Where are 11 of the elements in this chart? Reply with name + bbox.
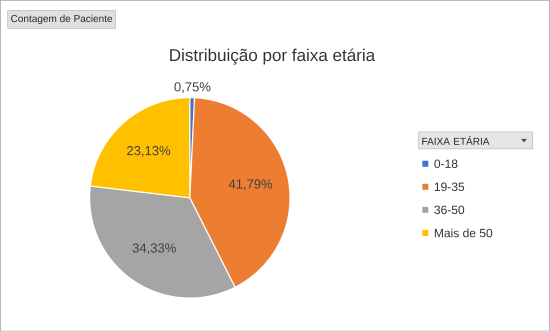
data-label: 0,75%: [174, 82, 210, 94]
chart-title: Distribuição por faixa etária: [170, 48, 376, 65]
data-label: 23,13%: [127, 146, 170, 158]
data-label: 41,79%: [228, 180, 272, 190]
legend-label: Mais de 50: [434, 228, 492, 238]
legend-label: 0-18: [434, 160, 458, 168]
legend-label: 36-50: [434, 206, 464, 214]
legend-label: 19-35: [434, 182, 464, 192]
legend-title: FAIXA ETÁRIA: [422, 136, 490, 145]
data-label: 34,33%: [132, 244, 176, 254]
text: Contagem de Paciente: [11, 15, 112, 24]
